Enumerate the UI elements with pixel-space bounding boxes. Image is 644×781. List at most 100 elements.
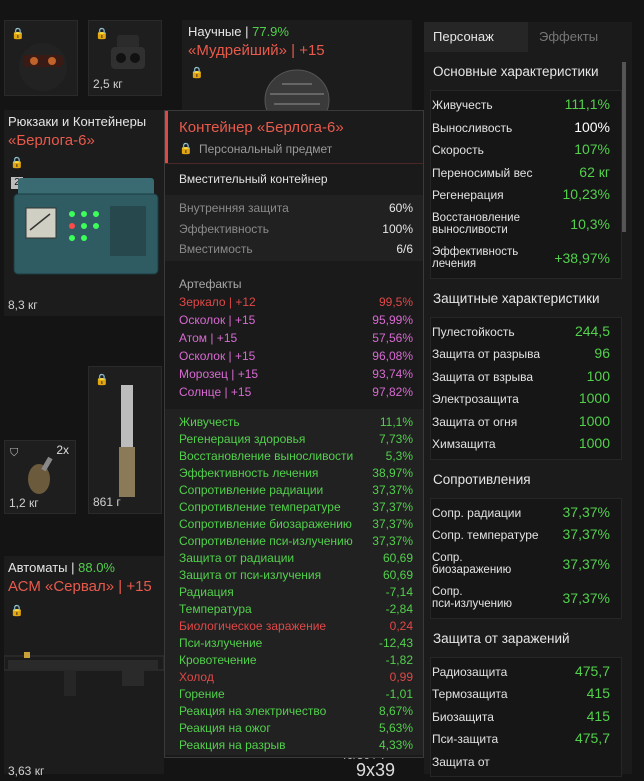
artifact-row: Солнце | +15 97,82%	[179, 384, 413, 401]
artifact-row-value: 93,74%	[372, 367, 413, 381]
grenade-slot[interactable]: ⛉ 2x 1,2 кг	[4, 440, 76, 514]
stat-label: Сопр. радиации	[432, 505, 522, 520]
container-category: Рюкзаки и Контейнеры	[8, 114, 147, 129]
artifact-row-label: Атом | +15	[179, 331, 238, 345]
stat-label: Электрозащита	[432, 392, 519, 406]
stat-label: Радиозащита	[432, 664, 508, 679]
stat-row: Защита от разрыва 96	[432, 343, 610, 366]
stat-label: Скорость	[432, 143, 484, 157]
artifact-row-value: 97,82%	[372, 385, 413, 399]
item-count: 2x	[56, 443, 69, 457]
artifact-row-label: Зеркало | +12	[179, 295, 256, 309]
tab-character[interactable]: Персонаж	[424, 22, 528, 52]
stat-label: Защита от разрыва	[432, 347, 541, 361]
stat-row: Пулестойкость 244,5	[432, 321, 610, 344]
lock-icon: 🔒	[10, 605, 24, 617]
stats-box	[430, 90, 622, 279]
stat-row-value: -7,14	[385, 585, 413, 599]
stat-value: 96	[594, 345, 610, 361]
stat-row: Эффективность лечения +38,97%	[432, 241, 610, 275]
stat-value: 244,5	[574, 322, 610, 339]
stat-label: Защита от огня	[432, 414, 518, 429]
stat-row: Температура -2,84	[179, 601, 413, 618]
stat-row-label: Сопротивление биозаражению	[179, 517, 352, 531]
stat-row: Электрозащита 1000	[432, 388, 610, 411]
artifact-row-label: Осколок | +15	[179, 349, 256, 363]
stat-row-label: Реакция на электричество	[179, 704, 327, 718]
stat-row: Защита от огня 1000	[432, 411, 610, 434]
stat-row-label: Биологическое заражение	[179, 619, 327, 633]
tooltip-type: Вместительный контейнер	[179, 172, 328, 186]
artifact-row: Осколок | +15 96,08%	[179, 348, 413, 365]
stat-row-value: 37,37%	[372, 534, 413, 548]
artifact-card[interactable]: Научные | 77.9% «Мудрейший» | +15 🔒	[182, 20, 412, 114]
stat-row: Реакция на разрыв 4,33%	[179, 737, 413, 754]
prop-row-label: Вместимость	[179, 242, 253, 256]
stat-label: Выносливость	[432, 120, 513, 135]
knife-slot[interactable]: 🔒 861 г	[88, 366, 162, 514]
stat-row: Сопр. пси-излучению 37,37%	[432, 581, 610, 615]
container-name: «Берлога-6»	[8, 132, 95, 149]
stat-row-label: Живучесть	[179, 415, 240, 429]
mask-slot[interactable]: 🔒	[4, 20, 78, 96]
item-weight: 1,2 кг	[9, 496, 39, 510]
stat-label: Живучесть	[432, 98, 493, 112]
stat-row: Переносимый вес 62 кг	[432, 162, 610, 185]
stat-row-value: 5,3%	[385, 449, 413, 463]
prop-row: Внутренняя защита 60%	[179, 200, 413, 217]
stat-row-label: Радиация	[179, 585, 234, 599]
artifact-row: Зеркало | +12 99,5%	[179, 294, 413, 311]
stat-row: Регенерация 10,23%	[432, 184, 610, 207]
prop-row-value: 6/6	[396, 242, 413, 256]
stat-value: 475,7	[574, 662, 610, 679]
stat-row: Радиозащита 475,7	[432, 661, 610, 684]
stat-value: 100%	[574, 118, 610, 135]
artifact-row-value: 96,08%	[372, 349, 413, 363]
stat-row-value: 5,63%	[378, 721, 413, 735]
stat-row-value: -2,84	[385, 602, 413, 616]
section-title: Сопротивления	[433, 471, 531, 487]
artifact-row-value: 57,56%	[372, 331, 413, 345]
stat-value: 415	[586, 707, 610, 724]
weapon-name: АСМ «Сервал» | +15	[8, 578, 152, 595]
stat-label: Восстановление выносливости	[432, 211, 520, 236]
stat-row: Сопр. температуре 37,37%	[432, 524, 610, 547]
stat-row-label: Пси-излучение	[179, 636, 263, 650]
stat-row: Холод 0,99	[179, 669, 413, 686]
section-title: Защита от заражений	[433, 630, 570, 646]
stats-box	[430, 497, 622, 619]
stat-row: Живучесть 111,1%	[432, 94, 610, 117]
stat-row-label: Реакция на разрыв	[179, 738, 286, 752]
stat-row: Восстановление выносливости 5,3%	[179, 448, 413, 465]
stat-row-value: -1,82	[385, 653, 413, 667]
stat-label: Сопр. пси-излучению	[432, 585, 513, 610]
stat-row: Сопротивление биозаражению 37,37%	[179, 516, 413, 533]
stat-row-label: Защита от радиации	[179, 551, 295, 565]
stat-row-value: 38,97%	[372, 466, 413, 480]
device-slot[interactable]: 🔒 2,5 кг	[88, 20, 162, 96]
tab-effects[interactable]: Эффекты	[539, 29, 599, 44]
stat-row-value: 37,37%	[372, 483, 413, 497]
stat-row: Пси-излучение -12,43	[179, 635, 413, 652]
knife-icon	[119, 385, 135, 497]
item-tooltip: Контейнер «Берлога-6» 🔒 Персональный пре…	[164, 110, 424, 758]
ammo-caliber: 9x39	[356, 760, 396, 780]
stat-value: 62 кг	[579, 163, 610, 180]
stat-row-label: Эффективность лечения	[179, 466, 319, 480]
stat-row: Восстановление выносливости 10,3%	[432, 207, 610, 241]
stat-label: Регенерация	[432, 188, 504, 202]
scrollbar[interactable]	[622, 62, 626, 232]
stat-label: Сопр. биозаражению	[432, 551, 512, 576]
stat-row: Биозащита 415	[432, 706, 610, 729]
stat-row-label: Холод	[179, 670, 214, 684]
prop-row: Эффективность 100%	[179, 221, 413, 238]
artifact-row: Морозец | +15 93,74%	[179, 366, 413, 383]
artifact-row-label: Солнце | +15	[179, 385, 252, 399]
stat-row: Кровотечение -1,82	[179, 652, 413, 669]
stat-value: 475,7	[574, 730, 610, 746]
stat-row-value: 8,67%	[378, 704, 413, 718]
weapon-slot[interactable]: Автоматы | 88.0% АСМ «Сервал» | +15 🔒 3,…	[4, 556, 164, 778]
container-slot[interactable]: Рюкзаки и Контейнеры «Берлога-6» 🔒 2 8,3…	[4, 110, 164, 316]
stat-row-value: 60,69	[382, 551, 413, 565]
stat-value: 1000	[578, 435, 610, 451]
